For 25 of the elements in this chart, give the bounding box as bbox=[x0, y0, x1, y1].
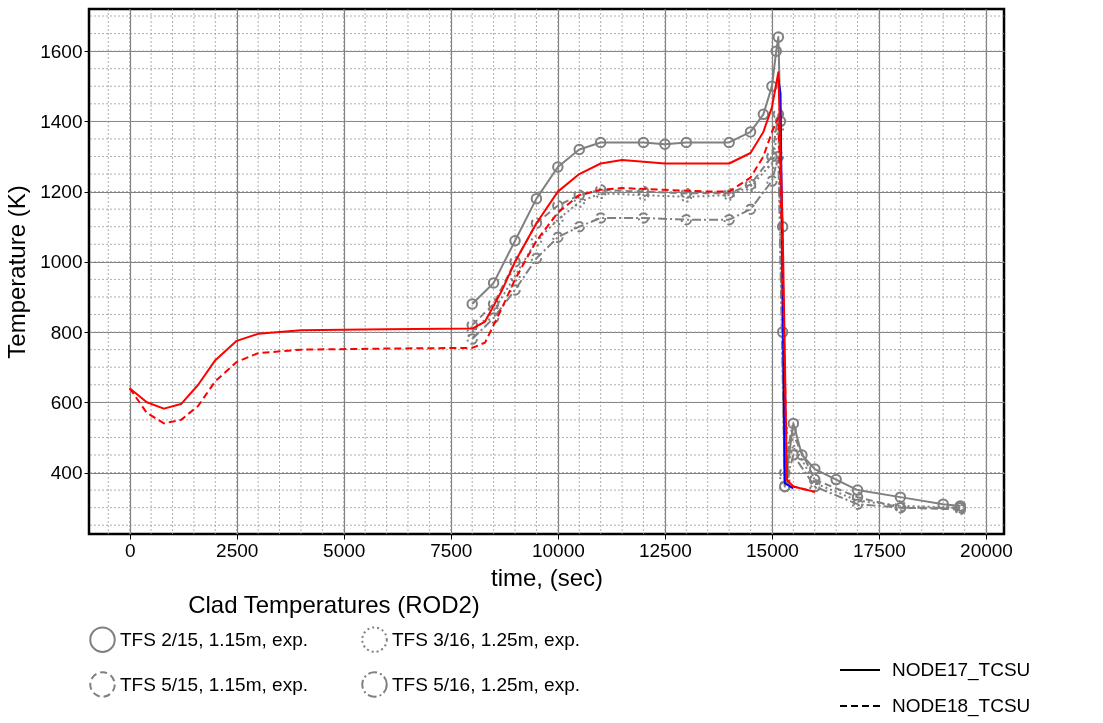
x-tick-label: 15000 bbox=[746, 539, 799, 561]
x-tick-label: 0 bbox=[124, 539, 136, 561]
legend-label: TFS 5/16, 1.25m, exp. bbox=[392, 673, 580, 695]
x-tick-label: 7500 bbox=[430, 539, 473, 561]
y-tick-label: 800 bbox=[50, 321, 83, 343]
x-tick-label: 12500 bbox=[638, 539, 692, 561]
text: NODE17_TCSU bbox=[892, 659, 1031, 681]
y-tick-label: 1000 bbox=[40, 251, 83, 273]
legend-label: TFS 5/15, 1.15m, exp. bbox=[120, 673, 308, 695]
y-tick-label: 1200 bbox=[40, 181, 83, 203]
legend-title: Clad Temperatures (ROD2) bbox=[188, 591, 480, 618]
y-tick-label: 400 bbox=[50, 462, 83, 484]
y-axis-title: Temperature (K) bbox=[3, 185, 31, 359]
y-tick-label: 1600 bbox=[40, 40, 83, 62]
legend-label: TFS 2/15, 1.15m, exp. bbox=[120, 628, 308, 650]
text: NODE18_TCSU bbox=[892, 695, 1031, 717]
x-tick-label: 20000 bbox=[960, 539, 1013, 561]
legend-label: TFS 3/16, 1.25m, exp. bbox=[392, 628, 580, 650]
y-tick-label: 1400 bbox=[40, 110, 83, 132]
x-axis-title: time, (sec) bbox=[490, 563, 604, 591]
y-tick-label: 600 bbox=[50, 391, 83, 413]
x-tick-label: 10000 bbox=[531, 539, 585, 561]
x-tick-label: 17500 bbox=[853, 539, 906, 561]
x-tick-label: 2500 bbox=[216, 539, 259, 561]
x-tick-label: 5000 bbox=[323, 539, 366, 561]
